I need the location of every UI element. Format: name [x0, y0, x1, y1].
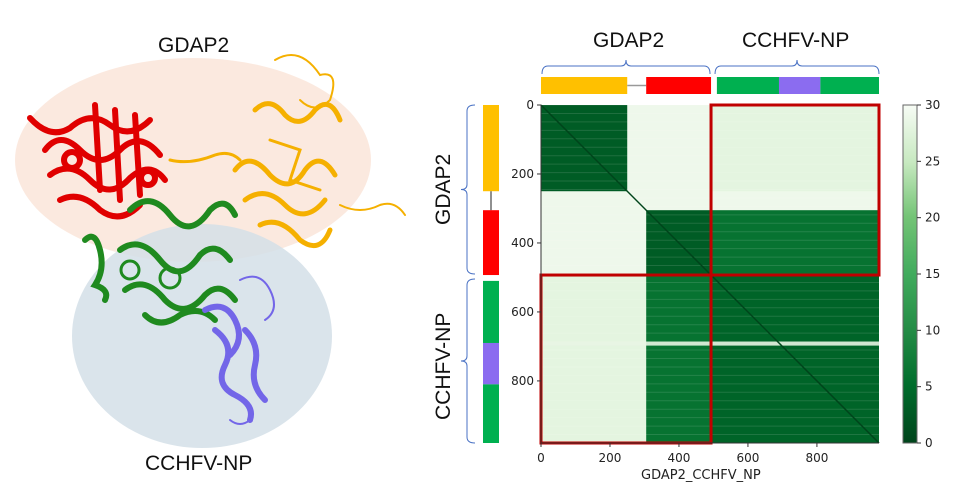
- colorbar-tick-label: 25: [925, 154, 940, 168]
- np-green-domain: [82, 198, 238, 326]
- heatmap-block: [711, 105, 879, 192]
- x-axis-label: GDAP2_CCHFV_NP: [641, 468, 761, 483]
- y-tick-label: 400: [511, 236, 534, 250]
- protein-structure-illustration: [15, 54, 406, 448]
- left-bracket-gdap2: [460, 104, 476, 275]
- x-tick-label: 200: [599, 451, 622, 465]
- group-brackets: [460, 59, 880, 444]
- gdap2-red-domain: [27, 102, 168, 220]
- structure-label-cchfv-np: CCHFV-NP: [145, 452, 253, 475]
- left-np-domain-1: [483, 280, 499, 343]
- left-np-domain-2: [483, 342, 499, 385]
- top-group-label-cchfv-np: CCHFV-NP: [742, 29, 850, 52]
- left-gdap2-domain-2: [483, 210, 499, 276]
- colorbar: 0 5 10 15 20 25 30: [902, 98, 940, 450]
- domain-bars: [483, 77, 879, 443]
- colorbar-tick-label: 0: [925, 436, 933, 450]
- top-np-domain-2: [778, 77, 821, 94]
- heatmap-block: [646, 275, 712, 443]
- np-purple-domain: [202, 275, 275, 425]
- y-tick-label: 800: [511, 374, 534, 388]
- heatmap-block: [646, 105, 712, 192]
- top-np-domain-1: [716, 77, 779, 94]
- gdap2-orange-domain: [168, 54, 406, 249]
- top-gdap2-domain-2: [646, 77, 712, 94]
- highlight-box: [709, 103, 881, 277]
- cchfv-np-ellipse: [72, 224, 332, 448]
- top-group-label-gdap2: GDAP2: [593, 29, 665, 52]
- heatmap-block: [541, 275, 647, 443]
- x-tick-label: 600: [736, 451, 759, 465]
- x-tick-label: 800: [805, 451, 828, 465]
- heatmap-axes: 0 200 400 600 800 0 200 400 600 800: [511, 98, 879, 465]
- top-bracket-gdap2: [541, 59, 711, 75]
- y-tick-label: 600: [511, 305, 534, 319]
- heatmap-block: [541, 210, 628, 276]
- top-bracket-cchfv-np: [714, 59, 880, 75]
- colorbar-tick-label: 15: [925, 267, 940, 281]
- left-gdap2-domain-1: [483, 105, 499, 192]
- top-np-domain-3: [820, 77, 879, 94]
- x-tick-label: 0: [537, 451, 545, 465]
- heatmap-block: [711, 210, 879, 276]
- colorbar-gradient: [902, 104, 918, 444]
- y-tick-label: 0: [526, 98, 534, 112]
- left-bracket-cchfv-np: [460, 278, 476, 444]
- colorbar-tick-label: 20: [925, 211, 940, 225]
- colorbar-tick-label: 10: [925, 323, 940, 337]
- y-tick-label: 200: [511, 167, 534, 181]
- x-tick-label: 400: [668, 451, 691, 465]
- structure-label-gdap2: GDAP2: [158, 34, 230, 57]
- colorbar-tick-label: 30: [925, 98, 940, 112]
- top-gdap2-domain-1: [541, 77, 628, 94]
- colorbar-tick-label: 5: [925, 380, 933, 394]
- left-np-domain-3: [483, 384, 499, 443]
